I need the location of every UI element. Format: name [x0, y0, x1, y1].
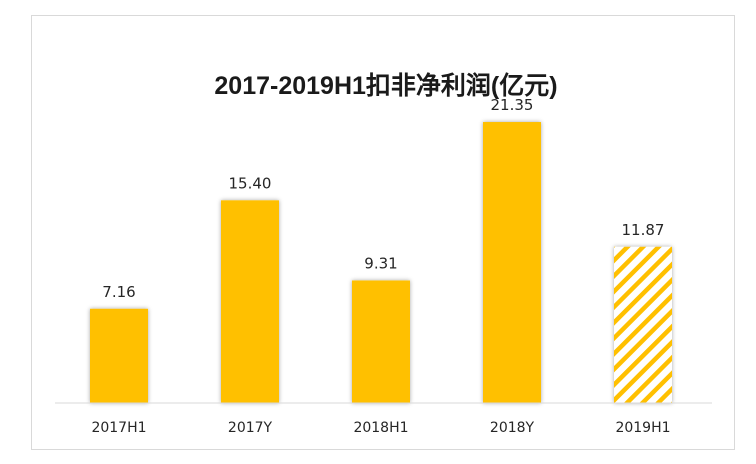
- x-tick-label-2017H1: 2017H1: [91, 420, 146, 436]
- bar-2018Y: [483, 122, 541, 403]
- x-tick-label-2017Y: 2017Y: [228, 420, 273, 436]
- data-label-2018Y: 21.35: [491, 96, 534, 114]
- bar-2019H1: [614, 246, 672, 403]
- chart-title: 2017-2019H1扣非净利润(亿元): [214, 71, 557, 100]
- data-label-2017Y: 15.40: [229, 174, 272, 192]
- bar-2017Y: [221, 200, 279, 403]
- x-tick-label-2018H1: 2018H1: [353, 420, 408, 436]
- data-label-2017H1: 7.16: [102, 283, 135, 301]
- x-tick-label-2019H1: 2019H1: [615, 420, 670, 436]
- data-label-2018H1: 9.31: [364, 254, 397, 272]
- x-tick-label-2018Y: 2018Y: [490, 420, 535, 436]
- bar-2017H1: [90, 308, 148, 403]
- bar-2018H1: [352, 280, 410, 403]
- data-label-2019H1: 11.87: [622, 221, 665, 239]
